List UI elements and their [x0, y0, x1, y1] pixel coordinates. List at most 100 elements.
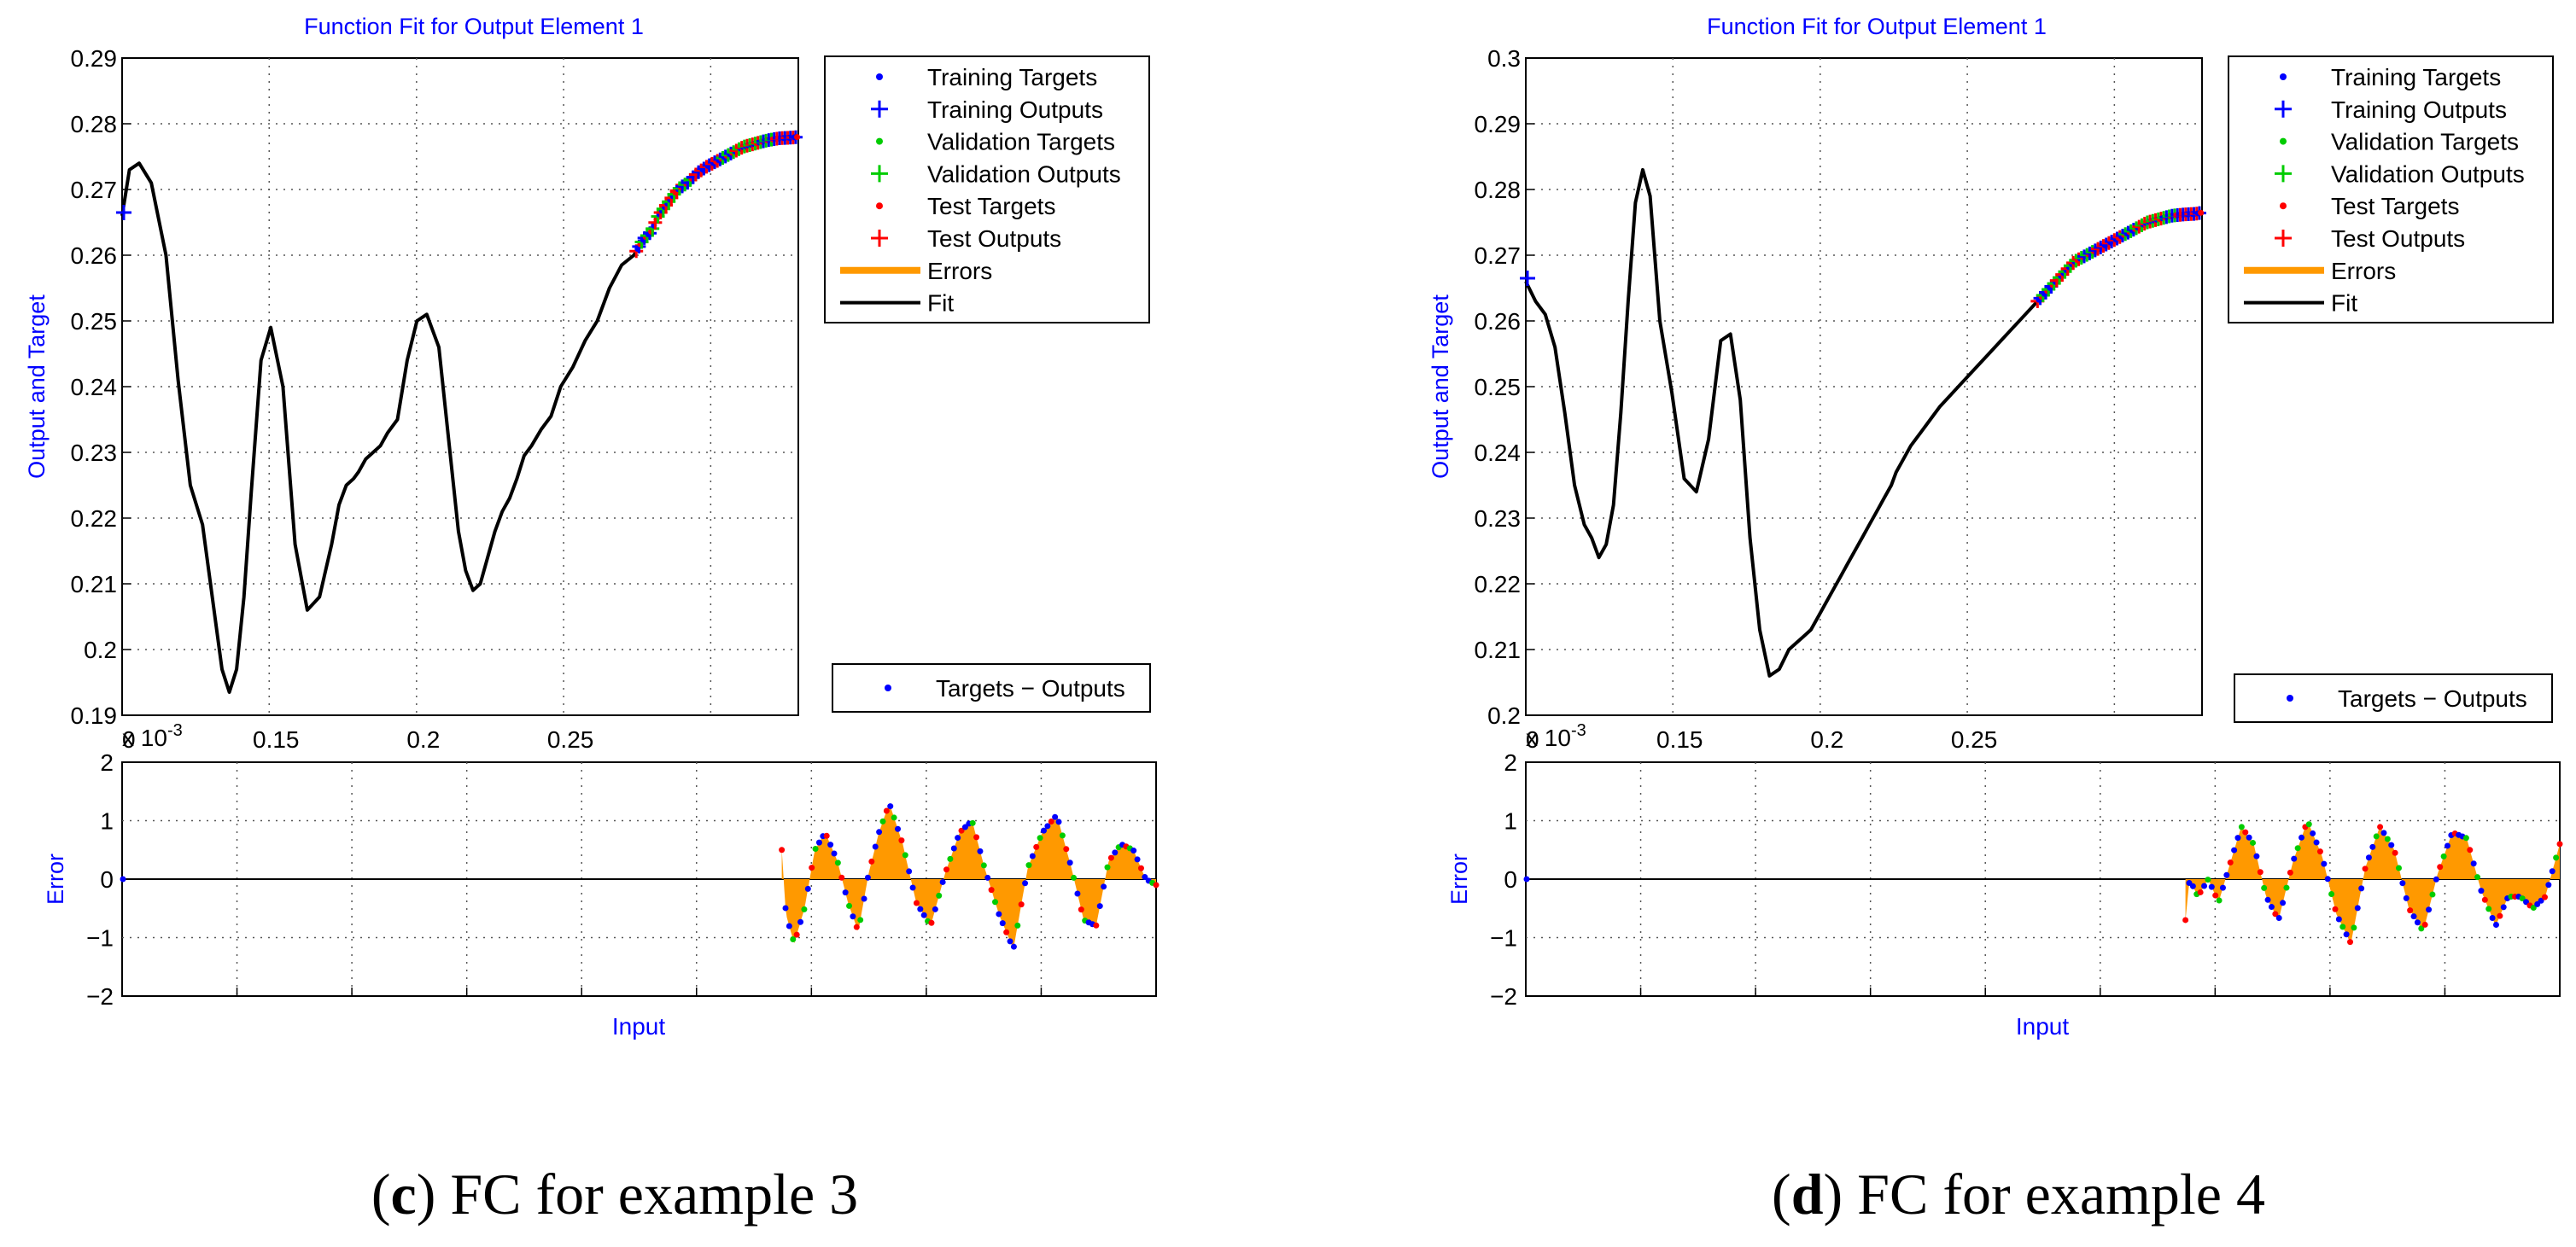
c-error-dot: [909, 884, 916, 891]
c-error-ytick-label: −2: [86, 983, 114, 1010]
c-error-dot: [891, 814, 897, 821]
panel-c-legend-items: Training Targets Training Outputs Validati…: [840, 64, 1121, 317]
c-error-dot: [838, 874, 845, 881]
c-error-dot: [1063, 846, 1070, 853]
d-initial-point: [1520, 270, 1535, 286]
d-error-dot: [2403, 894, 2410, 901]
panel-c-error-y-tick-labels: 2 1 0 −1 −2: [86, 749, 114, 1010]
c-legend-label: Test Outputs: [927, 225, 1061, 252]
c-error-dot: [812, 846, 819, 853]
panel-d: Function Fit for Output Element 1 0.20.2…: [1428, 14, 2563, 1227]
c-error-dot: [868, 858, 875, 865]
d-error-dot: [2553, 854, 2560, 861]
d-error-dot: [2280, 900, 2287, 906]
d-error-dot: [2410, 913, 2417, 920]
c-ytick-label: 0.2: [84, 637, 117, 663]
c-error-dot: [906, 868, 913, 875]
d-error-dot: [2377, 824, 2384, 830]
d-error-dot: [2268, 904, 2275, 911]
c-error-dot: [1130, 848, 1137, 854]
c-error-dot: [1010, 943, 1017, 950]
d-error-dot: [2223, 871, 2230, 878]
c-error-dot: [801, 906, 808, 912]
d-error-dot: [2541, 894, 2548, 900]
c-error-dot: [936, 892, 943, 899]
c-error-dot: [988, 887, 995, 894]
d-error-dot: [2549, 868, 2556, 875]
panel-c-x-exponent: x 10-3: [122, 721, 183, 751]
panel-d-error-legend-label: Targets − Outputs: [2338, 685, 2527, 712]
c-error-dot: [955, 835, 961, 842]
d-error-dot: [2347, 939, 2354, 946]
d-ytick-label: 0.29: [1475, 111, 1522, 137]
panel-d-x-tick-labels: 0 0.15 0.2 0.25: [1526, 726, 1997, 753]
d-error-dot: [2392, 849, 2398, 856]
d-error-dot: [2369, 843, 2376, 850]
c-error-dot: [1025, 862, 1032, 869]
d-ytick-label: 0.24: [1475, 440, 1522, 466]
panel-c-error-bars: [120, 803, 1159, 950]
panel-c-title: Function Fit for Output Element 1: [304, 14, 644, 39]
c-error-dot: [913, 900, 920, 906]
c-ytick-label: 0.28: [71, 111, 118, 137]
d-error-dot: [2418, 925, 2425, 932]
c-error-dot: [980, 862, 987, 869]
d-error-ytick-label: 2: [1504, 749, 1517, 776]
c-xtick-label: 0.25: [547, 726, 594, 753]
c-error-dot: [950, 845, 957, 852]
d-error-dot: [2242, 829, 2249, 836]
c-target-dot: [794, 134, 801, 141]
c-error-dot: [928, 919, 935, 926]
d-error-dot: [2538, 897, 2544, 904]
c-error-dot: [1014, 922, 1021, 929]
c-error-dot: [120, 876, 126, 883]
d-error-dot: [2287, 869, 2293, 876]
c-error-dot: [782, 905, 789, 912]
d-error-dot: [2545, 882, 2552, 889]
panel-d-data-points: [1520, 206, 2206, 308]
c-error-dot: [827, 842, 834, 848]
d-error-dot: [2373, 833, 2380, 840]
d-error-dot: [2189, 883, 2196, 889]
c-error-dot: [1134, 856, 1141, 863]
d-error-dot: [2426, 906, 2433, 913]
c-ytick-label: 0.21: [71, 571, 118, 597]
c-error-dot: [1052, 813, 1059, 820]
c-error-dot: [1022, 880, 1029, 887]
panel-c-caption: (c) FC for example 3: [371, 1162, 858, 1227]
d-error-dot: [2324, 876, 2331, 883]
d-legend-label: Validation Outputs: [2331, 160, 2525, 187]
d-legend-marker: [2280, 137, 2287, 145]
c-error-dot: [1040, 827, 1047, 834]
c-legend-label: Training Outputs: [927, 96, 1103, 123]
c-error-dot: [1033, 843, 1040, 850]
d-error-dot: [2437, 864, 2444, 871]
d-legend-label: Errors: [2331, 258, 2396, 284]
d-error-dot: [2313, 839, 2320, 846]
c-error-dot: [797, 918, 804, 925]
d-error-dot: [2492, 921, 2499, 928]
c-error-dot: [902, 852, 908, 859]
d-ytick-label: 0.23: [1475, 505, 1522, 532]
c-ytick-label: 0.27: [71, 177, 118, 203]
c-error-dot: [815, 839, 822, 846]
d-error-dot: [2328, 891, 2335, 898]
d-error-dot: [2310, 830, 2316, 836]
d-ytick-label: 0.22: [1475, 571, 1522, 597]
c-legend-marker: [876, 202, 883, 210]
d-error-dot: [2530, 904, 2537, 911]
c-error-area: [781, 803, 1156, 947]
d-error-ytick-label: −1: [1490, 925, 1517, 952]
d-error-dot: [2433, 876, 2439, 883]
c-legend-label: Test Targets: [927, 193, 1055, 219]
panel-d-caption: (d) FC for example 4: [1772, 1162, 2265, 1227]
d-ytick-label: 0.26: [1475, 308, 1522, 335]
d-error-dot: [2219, 884, 2226, 891]
c-error-dot: [1055, 819, 1062, 825]
c-legend-label: Training Targets: [927, 64, 1097, 90]
d-error-dot: [2201, 883, 2208, 889]
c-error-dot: [1093, 922, 1100, 929]
d-xtick-label: 0.15: [1656, 726, 1703, 753]
c-error-dot: [864, 874, 871, 881]
c-error-dot: [1104, 864, 1111, 871]
